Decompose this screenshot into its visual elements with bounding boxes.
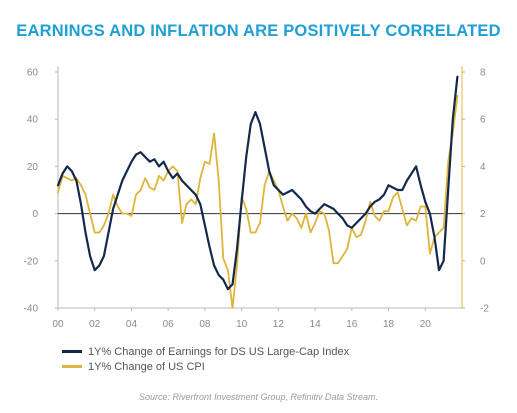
legend-item-earnings: 1Y% Change of Earnings for DS US Large-C… [62,344,349,359]
x-tick-label: 10 [236,319,248,330]
x-tick-label: 18 [383,319,395,330]
y2-tick-label: 0 [480,256,486,267]
y2-tick-label: -2 [480,304,489,315]
x-tick-label: 06 [163,319,175,330]
y2-tick-label: 8 [480,68,486,79]
y2-tick-label: 2 [480,209,486,220]
x-tick-label: 20 [420,319,432,330]
y2-tick-label: 6 [480,115,486,126]
legend-item-cpi: 1Y% Change of US CPI [62,359,349,374]
y-tick-label: -40 [24,304,39,315]
earnings-series-line [56,75,459,291]
y-tick-label: 20 [27,162,39,173]
chart-title: EARNINGS AND INFLATION ARE POSITIVELY CO… [16,22,501,40]
x-tick-label: 04 [126,319,138,330]
legend-swatch-earnings [62,350,82,353]
chart-source-note: Source: Riverfront Investment Group, Ref… [138,392,379,402]
y-tick-label: 0 [32,209,38,220]
legend-label-cpi: 1Y% Change of US CPI [88,360,205,373]
x-tick-label: 00 [52,319,64,330]
cpi-series-line [57,94,459,309]
x-tick-label: 16 [346,319,358,330]
y-tick-label: -20 [24,256,39,267]
y-tick-label: 40 [27,115,39,126]
x-tick-label: 14 [310,319,322,330]
legend-swatch-cpi [62,365,82,368]
chart-legend: 1Y% Change of Earnings for DS US Large-C… [62,344,349,374]
x-tick-label: 12 [273,319,285,330]
legend-label-earnings: 1Y% Change of Earnings for DS US Large-C… [88,345,350,358]
y-tick-label: 60 [27,68,39,79]
x-tick-label: 08 [199,319,211,330]
y2-tick-label: 4 [480,162,486,173]
x-tick-label: 02 [89,319,101,330]
